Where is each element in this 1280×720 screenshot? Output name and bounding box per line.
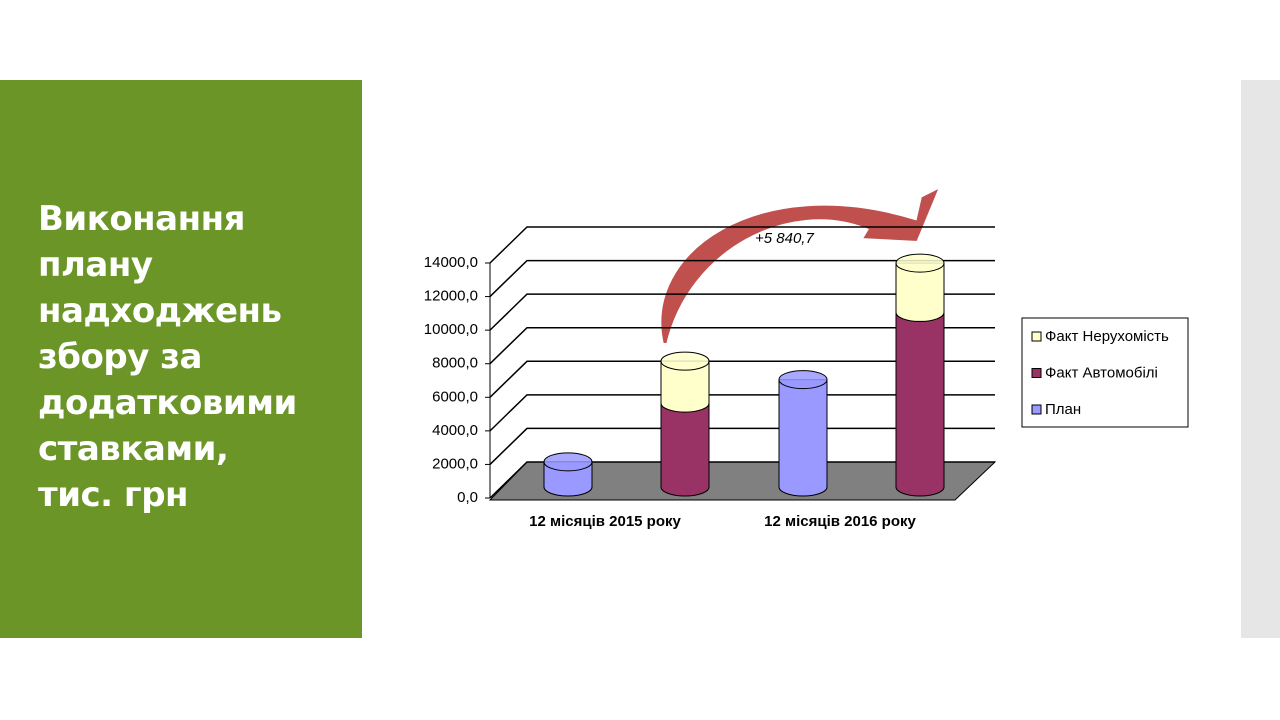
y-tick-label: 12000,0 <box>424 288 478 305</box>
cylinder-segment <box>660 402 710 497</box>
legend-label: Факт Автомобілі <box>1045 364 1158 381</box>
y-tick-label: 6000,0 <box>432 388 478 405</box>
cylinder-segment <box>778 379 828 497</box>
legend-label: Факт Нерухомість <box>1045 328 1169 345</box>
slide-title: Виконання плану надходжень збору за дода… <box>38 199 297 515</box>
x-tick-label: 12 місяців 2016 року <box>764 513 916 530</box>
side-strip <box>1241 80 1280 638</box>
grid-line <box>489 427 995 465</box>
grid-line <box>489 360 995 398</box>
arrow <box>657 180 946 347</box>
grid-line <box>489 326 995 365</box>
cylinder-top <box>778 370 828 390</box>
grid-line <box>489 293 995 331</box>
legend-swatch <box>1031 331 1042 342</box>
legend-label: План <box>1045 401 1081 418</box>
y-tick-label: 10000,0 <box>424 321 478 338</box>
legend-swatch <box>1031 368 1042 378</box>
cylinder-segment <box>660 360 710 413</box>
cylinder-top <box>543 452 593 472</box>
grid-line <box>489 259 995 298</box>
side-panel <box>0 80 362 638</box>
cylinder-segment <box>895 262 945 322</box>
cylinder-segment <box>895 311 945 497</box>
grid-line <box>489 394 995 432</box>
y-tick-label: 0,0 <box>457 489 478 506</box>
y-tick-label: 14000,0 <box>424 254 478 271</box>
grid-line <box>489 461 995 499</box>
y-tick-label: 4000,0 <box>432 422 478 439</box>
cylinder-top <box>895 253 945 273</box>
legend <box>1021 317 1189 428</box>
y-tick-label: 2000,0 <box>432 455 478 472</box>
cylinder-segment <box>543 461 593 497</box>
cylinder-top <box>660 351 710 371</box>
legend-swatch <box>1031 404 1042 415</box>
x-tick-label: 12 місяців 2015 року <box>529 513 681 530</box>
grid-line <box>489 226 995 264</box>
annotation: +5 840,7 <box>755 230 814 247</box>
y-tick-label: 8000,0 <box>432 355 478 372</box>
